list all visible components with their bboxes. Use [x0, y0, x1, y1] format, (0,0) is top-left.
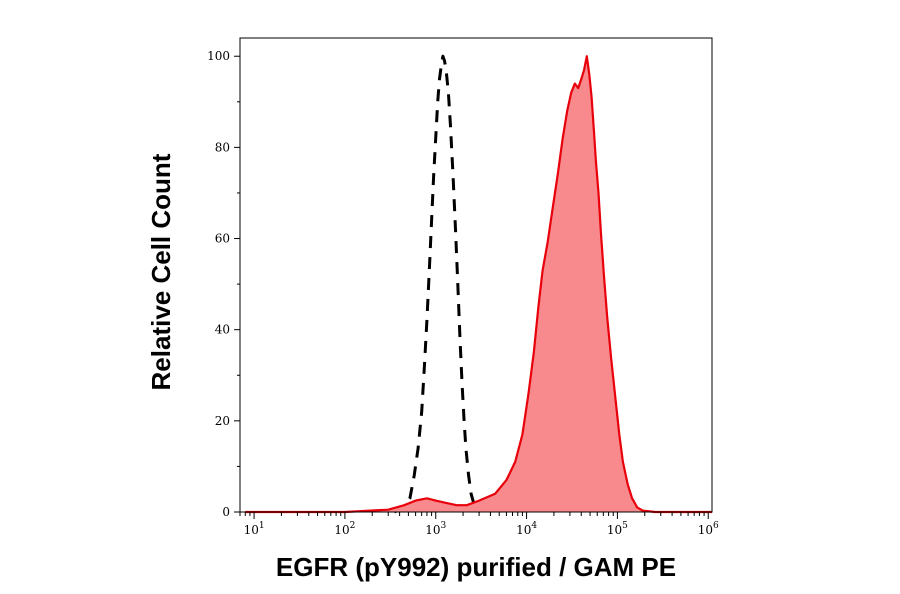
y-tick-label: 60	[215, 232, 230, 246]
x-tick-label: 105	[607, 521, 628, 537]
x-tick-label: 106	[698, 521, 719, 537]
series-1-line	[245, 55, 712, 514]
y-tick-label: 80	[215, 140, 230, 154]
x-tick-label: 102	[334, 521, 355, 537]
y-tick-label: 0	[222, 505, 230, 519]
series-layer	[245, 54, 713, 514]
y-tick-label: 40	[215, 323, 230, 337]
series-1-area	[245, 56, 713, 512]
x-axis: 101 102 103 104 105 106	[239, 512, 719, 537]
y-tick-label: 100	[207, 49, 230, 63]
x-tick-label: 104	[516, 521, 537, 537]
y-tick-label: 20	[215, 414, 230, 428]
y-axis: 0 20 40 60 80 100	[207, 49, 240, 519]
series-0-line	[393, 54, 482, 514]
x-axis-title: EGFR (pY992) purified / GAM PE	[276, 552, 676, 582]
y-axis-title: Relative Cell Count	[146, 153, 176, 390]
x-tick-label: 103	[425, 521, 446, 537]
x-tick-label: 101	[244, 521, 265, 537]
plot-frame	[239, 37, 713, 513]
